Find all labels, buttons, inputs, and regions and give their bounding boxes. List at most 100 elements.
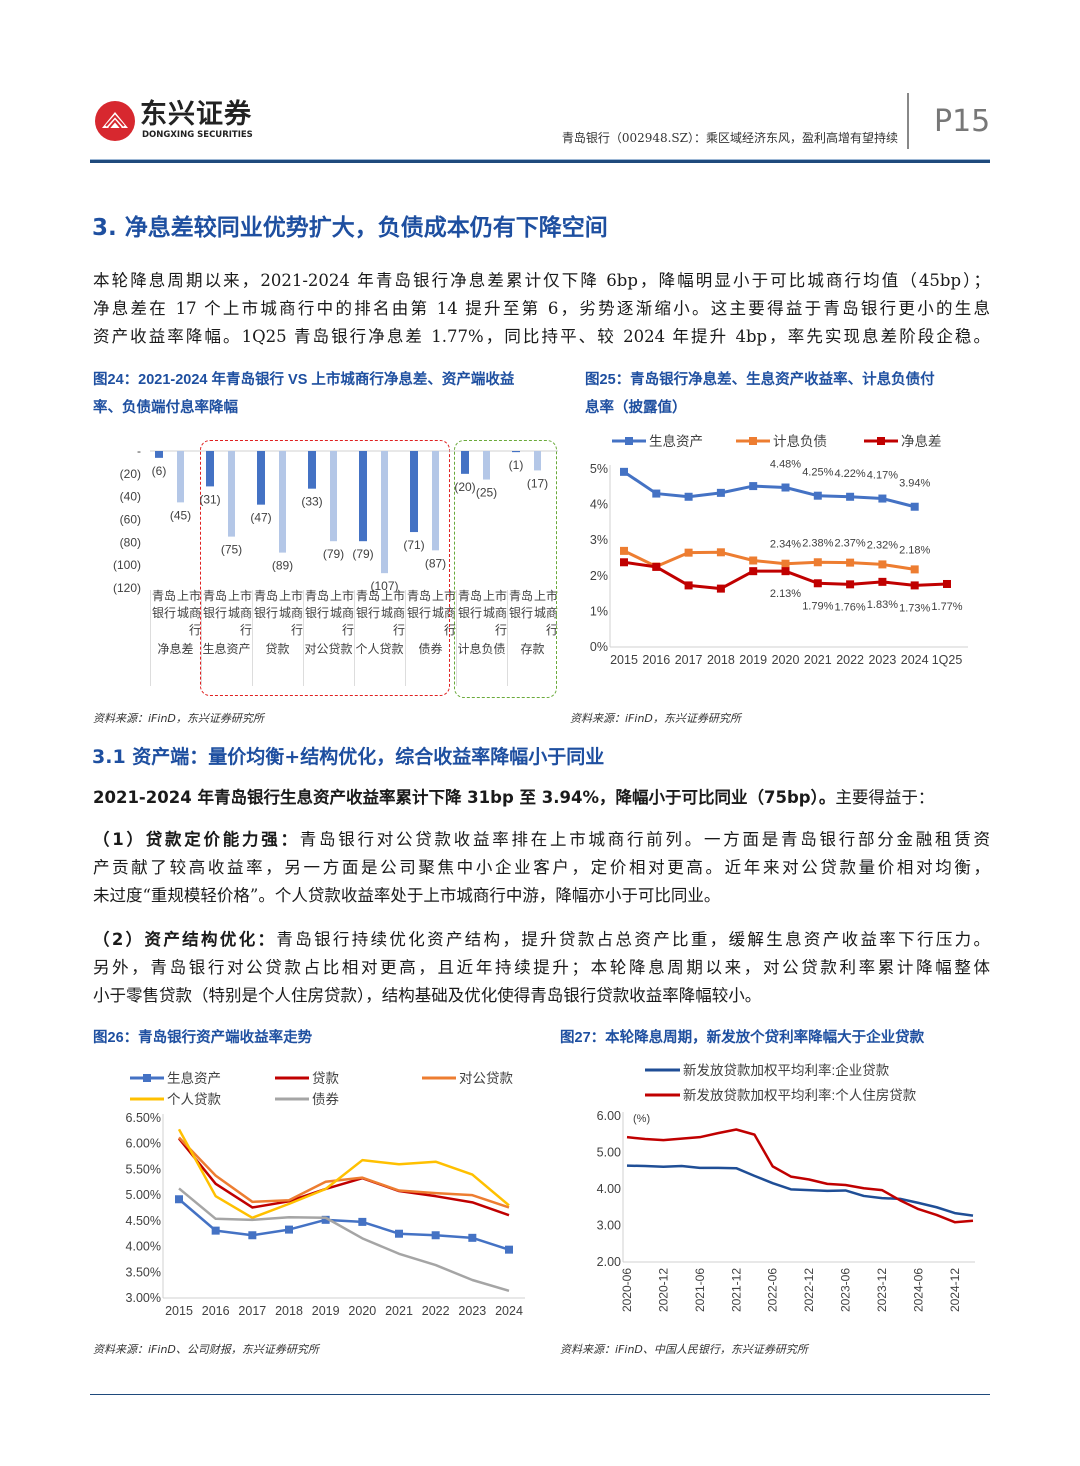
x-tick-label: 2023 bbox=[458, 1304, 486, 1318]
y-tick-label: (60) bbox=[120, 513, 141, 527]
series-line-贷款 bbox=[178, 1137, 510, 1217]
x-tick-label: 2022-12 bbox=[802, 1268, 816, 1312]
data-point-marker bbox=[358, 1217, 367, 1226]
x-tick-label: 2022-06 bbox=[766, 1268, 780, 1312]
point-title: （2）资产结构优化： bbox=[93, 930, 277, 949]
category-sublabel: 青岛银行 bbox=[202, 589, 227, 620]
category-group-label: 净息差 bbox=[157, 642, 194, 656]
data-point-marker bbox=[431, 1231, 440, 1240]
data-point-marker bbox=[716, 584, 725, 593]
category-sublabel: 上市城商行 bbox=[482, 589, 507, 637]
y-tick-label: (120) bbox=[113, 581, 141, 595]
bar-data-label: (79) bbox=[352, 547, 373, 561]
body-text: 青岛银行对公贷款收益率排在上市城商行前列。一方面是青岛银行部分金融租赁资 bbox=[299, 830, 991, 849]
data-point-marker bbox=[321, 1215, 330, 1224]
figure-caption: 图27：本轮降息周期，新发放个贷利率降幅大于企业贷款 bbox=[560, 1030, 925, 1046]
data-point-marker bbox=[248, 1231, 257, 1240]
category-sublabel: 上市城商行 bbox=[533, 589, 558, 637]
bar-data-label: (20) bbox=[454, 480, 475, 494]
data-point-marker bbox=[846, 492, 855, 501]
bar-data-label: (87) bbox=[425, 556, 446, 570]
legend-marker bbox=[749, 437, 757, 445]
bar-data-label: (1) bbox=[509, 458, 524, 472]
legend-label: 对公贷款 bbox=[459, 1071, 513, 1086]
legend-label: 新发放贷款加权平均利率:企业贷款 bbox=[683, 1062, 890, 1078]
point-title: （1）贷款定价能力强： bbox=[93, 830, 300, 849]
data-point-marker bbox=[910, 565, 919, 574]
x-tick-label: 2018 bbox=[707, 653, 735, 667]
data-point-marker bbox=[749, 556, 758, 565]
x-tick-label: 2021 bbox=[385, 1304, 413, 1318]
y-tick-label: 4.50% bbox=[126, 1214, 161, 1228]
source-note: 资料来源：iFinD、公司财报，东兴证券研究所 bbox=[93, 1343, 319, 1356]
bar-上市城商行 bbox=[279, 451, 286, 553]
bar-data-label: (79) bbox=[323, 547, 344, 561]
bar-data-label: (75) bbox=[221, 543, 242, 557]
y-tick-label: (80) bbox=[120, 535, 141, 549]
data-point-marker bbox=[781, 559, 790, 568]
source-note: 资料来源：iFinD、中国人民银行，东兴证券研究所 bbox=[560, 1343, 808, 1356]
x-tick-label: 2022 bbox=[836, 653, 864, 667]
body-line: 另外，青岛银行对公贷款占比相对更高，且近年持续提升；本轮降息周期以来，对公贷款利… bbox=[93, 958, 990, 977]
bar-data-label: (25) bbox=[476, 486, 497, 500]
data-label: 4.17% bbox=[867, 470, 898, 482]
footer-rule bbox=[90, 1394, 990, 1395]
x-tick-label: 2017 bbox=[238, 1304, 266, 1318]
bar-青岛银行 bbox=[359, 451, 367, 542]
bar-data-label: (71) bbox=[403, 538, 424, 552]
data-point-marker bbox=[468, 1233, 477, 1242]
x-tick-label: 2023-06 bbox=[839, 1268, 853, 1312]
data-label: 2.34% bbox=[770, 539, 801, 551]
data-point-marker bbox=[813, 491, 822, 500]
group-separator bbox=[252, 590, 253, 686]
bar-上市城商行 bbox=[483, 451, 490, 480]
source-note: 资料来源：iFinD，东兴证券研究所 bbox=[570, 712, 741, 725]
category-sublabel: 青岛银行 bbox=[355, 589, 380, 620]
data-label: 2.13% bbox=[770, 588, 801, 600]
category-sublabel: 青岛银行 bbox=[253, 589, 278, 620]
data-label: 1.76% bbox=[834, 601, 865, 613]
category-sublabel: 青岛银行 bbox=[508, 589, 533, 620]
y-tick-label: 3.00 bbox=[597, 1219, 621, 1233]
bar-上市城商行 bbox=[177, 451, 184, 503]
series-line-生息资产 bbox=[178, 1198, 510, 1251]
bar-data-label: (45) bbox=[170, 508, 191, 522]
bar-data-label: (6) bbox=[152, 464, 167, 478]
category-sublabel: 上市城商行 bbox=[278, 589, 303, 637]
page-number: P15 bbox=[934, 104, 991, 139]
data-point-marker bbox=[285, 1225, 293, 1234]
x-tick-label: 2021-12 bbox=[729, 1268, 743, 1312]
data-label: 1.77% bbox=[931, 601, 962, 613]
data-point-marker bbox=[813, 579, 822, 588]
data-label: 4.48% bbox=[770, 459, 801, 471]
x-tick-label: 2022 bbox=[422, 1304, 450, 1318]
lead-line: 2021-2024 年青岛银行生息资产收益率累计下降 31bp 至 3.94%，… bbox=[93, 784, 990, 812]
body-line: 未过度“重规模轻价格”。个人贷款收益率处于上市城商行中游，降幅亦小于可比同业。 bbox=[93, 886, 721, 905]
company-logo-icon bbox=[95, 101, 135, 141]
body-line: 本轮降息周期以来，2021-2024 年青岛银行净息差累计仅下降 6bp，降幅明… bbox=[93, 271, 990, 290]
subsection-heading: 3.1 资产端：量价均衡+结构优化，综合收益率降幅小于同业 bbox=[92, 746, 605, 768]
bar-data-label: (33) bbox=[301, 495, 322, 509]
bar-青岛银行 bbox=[308, 451, 316, 489]
data-point-marker bbox=[846, 580, 855, 589]
series-line-生息资产 bbox=[623, 470, 916, 509]
y-tick-label: 2% bbox=[590, 569, 608, 583]
bar-上市城商行 bbox=[534, 451, 541, 471]
data-label: 1.73% bbox=[899, 602, 930, 614]
body-line: （2）资产结构优化：青岛银行持续优化资产结构，提升贷款占总资产比重，缓解生息资产… bbox=[93, 926, 990, 954]
category-group-label: 个人贷款 bbox=[355, 642, 404, 656]
y-tick-label: 0% bbox=[590, 640, 608, 654]
legend-label: 新发放贷款加权平均利率:个人住房贷款 bbox=[683, 1087, 917, 1103]
y-tick-label: 3.00% bbox=[126, 1291, 161, 1305]
data-point-marker bbox=[943, 579, 951, 588]
y-tick-label: 3% bbox=[590, 533, 608, 547]
bar-data-label: (89) bbox=[272, 559, 293, 573]
data-point-marker bbox=[652, 489, 661, 498]
data-point-marker bbox=[175, 1195, 183, 1204]
x-tick-label: 2021-06 bbox=[693, 1268, 707, 1312]
category-group-label: 计息负债 bbox=[457, 642, 506, 656]
legend-label: 个人贷款 bbox=[167, 1092, 221, 1107]
chart-fig24: - (20) (40) (60) (80) (100) (120) (6) (31) (47) (3… bbox=[113, 444, 558, 595]
body-line: 产贡献了较高收益率，另一方面是公司聚焦中小企业客户，定价相对更高。近年来对公贷款… bbox=[93, 858, 990, 877]
y-tick-label: 6.00% bbox=[126, 1137, 161, 1151]
